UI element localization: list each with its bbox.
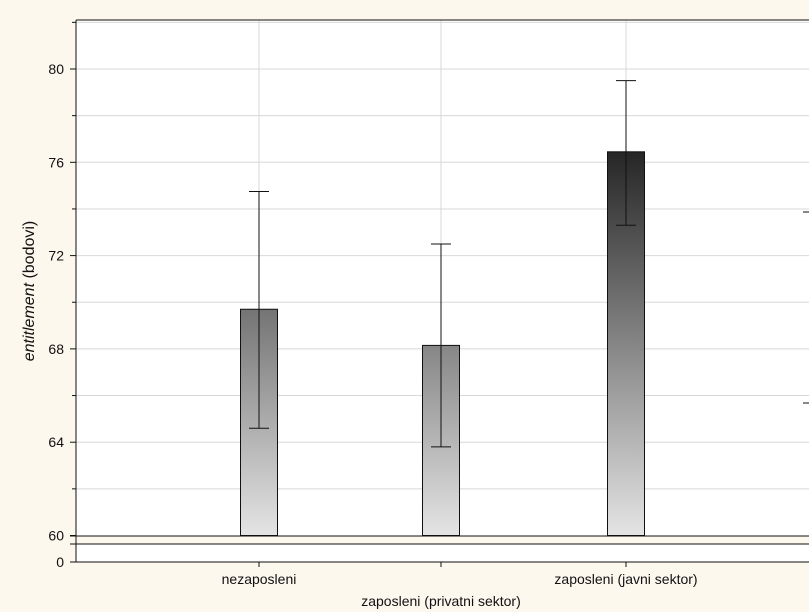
y-tick-label: 76 xyxy=(48,154,64,170)
y-tick-label: 80 xyxy=(48,61,64,77)
x-tick-label-1: nezaposleni xyxy=(222,571,297,587)
y-tick-label: 68 xyxy=(48,341,64,357)
error-bars xyxy=(249,80,636,448)
x-tick-label-3: zaposleni (javni sektor) xyxy=(554,571,697,587)
y-axis-label: entitlement (bodovi) xyxy=(21,221,38,362)
y-axis-label-italic: entitlement xyxy=(21,282,38,361)
y-tick-label: 72 xyxy=(48,248,64,264)
axes xyxy=(70,19,809,567)
x-tick-labels: nezaposleni zaposleni (privatni sektor) za… xyxy=(222,571,698,609)
axis-break-band xyxy=(76,536,809,544)
y-tick-label-zero: 0 xyxy=(56,554,64,570)
y-axis-label-rest: (bodovi) xyxy=(21,221,38,283)
y-tick-label: 60 xyxy=(48,528,64,544)
y-ticks: 60 64 68 72 76 80 0 xyxy=(48,21,76,570)
y-tick-label: 64 xyxy=(48,434,64,450)
x-tick-label-2: zaposleni (privatni sektor) xyxy=(361,593,521,609)
